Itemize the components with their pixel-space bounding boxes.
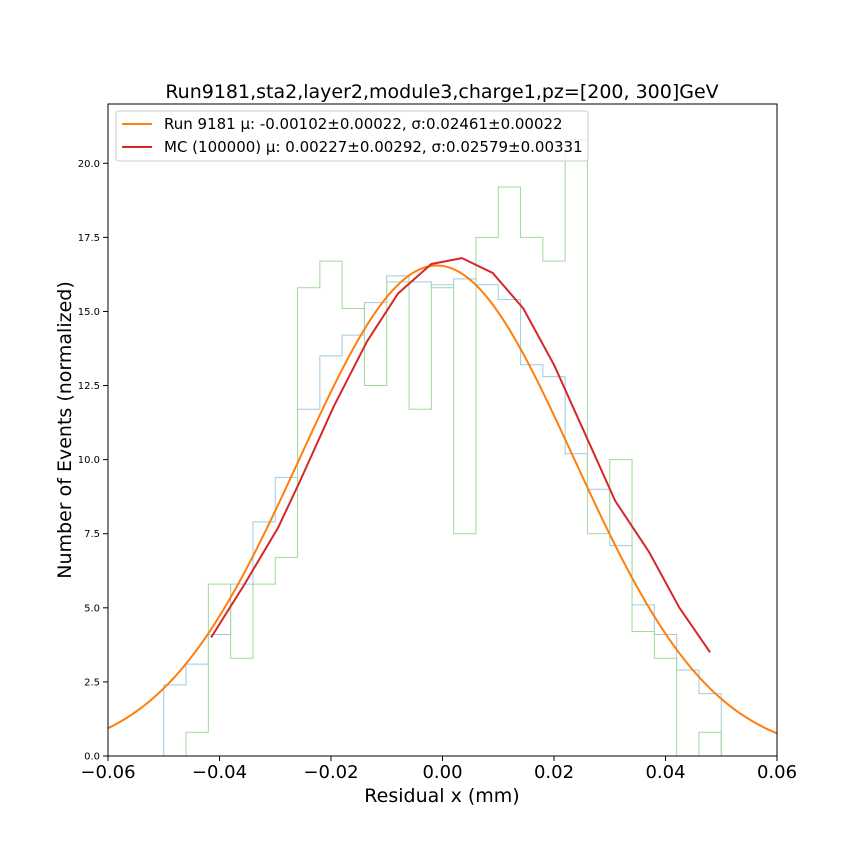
histogram-1 — [163, 139, 722, 757]
x-axis: −0.06 −0.04 −0.02 0.00 0.02 0.04 0.06 — [80, 756, 797, 783]
x-tick-label: −0.06 — [80, 762, 135, 783]
legend-box — [115, 110, 589, 162]
y-tick-label: 12.5 — [78, 381, 100, 392]
series-line-0 — [107, 264, 778, 735]
y-axis-label: Number of Events (normalized) — [54, 281, 76, 579]
x-tick-label: 0.02 — [534, 762, 574, 783]
legend-label-run: Run 9181 μ: -0.00102±0.00022, σ:0.02461±… — [164, 115, 563, 133]
x-tick-label: 0.04 — [645, 762, 685, 783]
legend-label-mc: MC (100000) μ: 0.00227±0.00292, σ:0.0257… — [164, 138, 583, 156]
x-axis-label: Residual x (mm) — [364, 785, 519, 807]
y-tick-label: 7.5 — [84, 529, 100, 540]
axes-background — [108, 104, 777, 756]
y-axis: 0.0 2.5 5.0 7.5 10.0 12.5 15.0 17.5 20.0 — [78, 159, 108, 763]
y-tick-label: 17.5 — [78, 233, 100, 244]
y-tick-label: 15.0 — [78, 307, 100, 318]
series-lines — [107, 257, 778, 735]
y-tick-label: 2.5 — [84, 677, 100, 688]
x-tick-label: 0.06 — [757, 762, 797, 783]
histograms — [163, 139, 722, 757]
x-tick-label: −0.02 — [303, 762, 358, 783]
y-tick-label: 5.0 — [84, 603, 100, 614]
series-line-1 — [210, 257, 711, 653]
chart-title: Run9181,sta2,layer2,module3,charge1,pz=[… — [165, 81, 718, 103]
y-tick-label: 20.0 — [78, 159, 100, 170]
plot-area — [107, 103, 778, 757]
x-tick-label: 0.00 — [422, 762, 462, 783]
x-tick-label: −0.04 — [192, 762, 247, 783]
y-tick-label: 0.0 — [84, 752, 100, 763]
legend: Run 9181 μ: -0.00102±0.00022, σ:0.02461±… — [115, 110, 589, 162]
y-tick-label: 10.0 — [78, 455, 100, 466]
